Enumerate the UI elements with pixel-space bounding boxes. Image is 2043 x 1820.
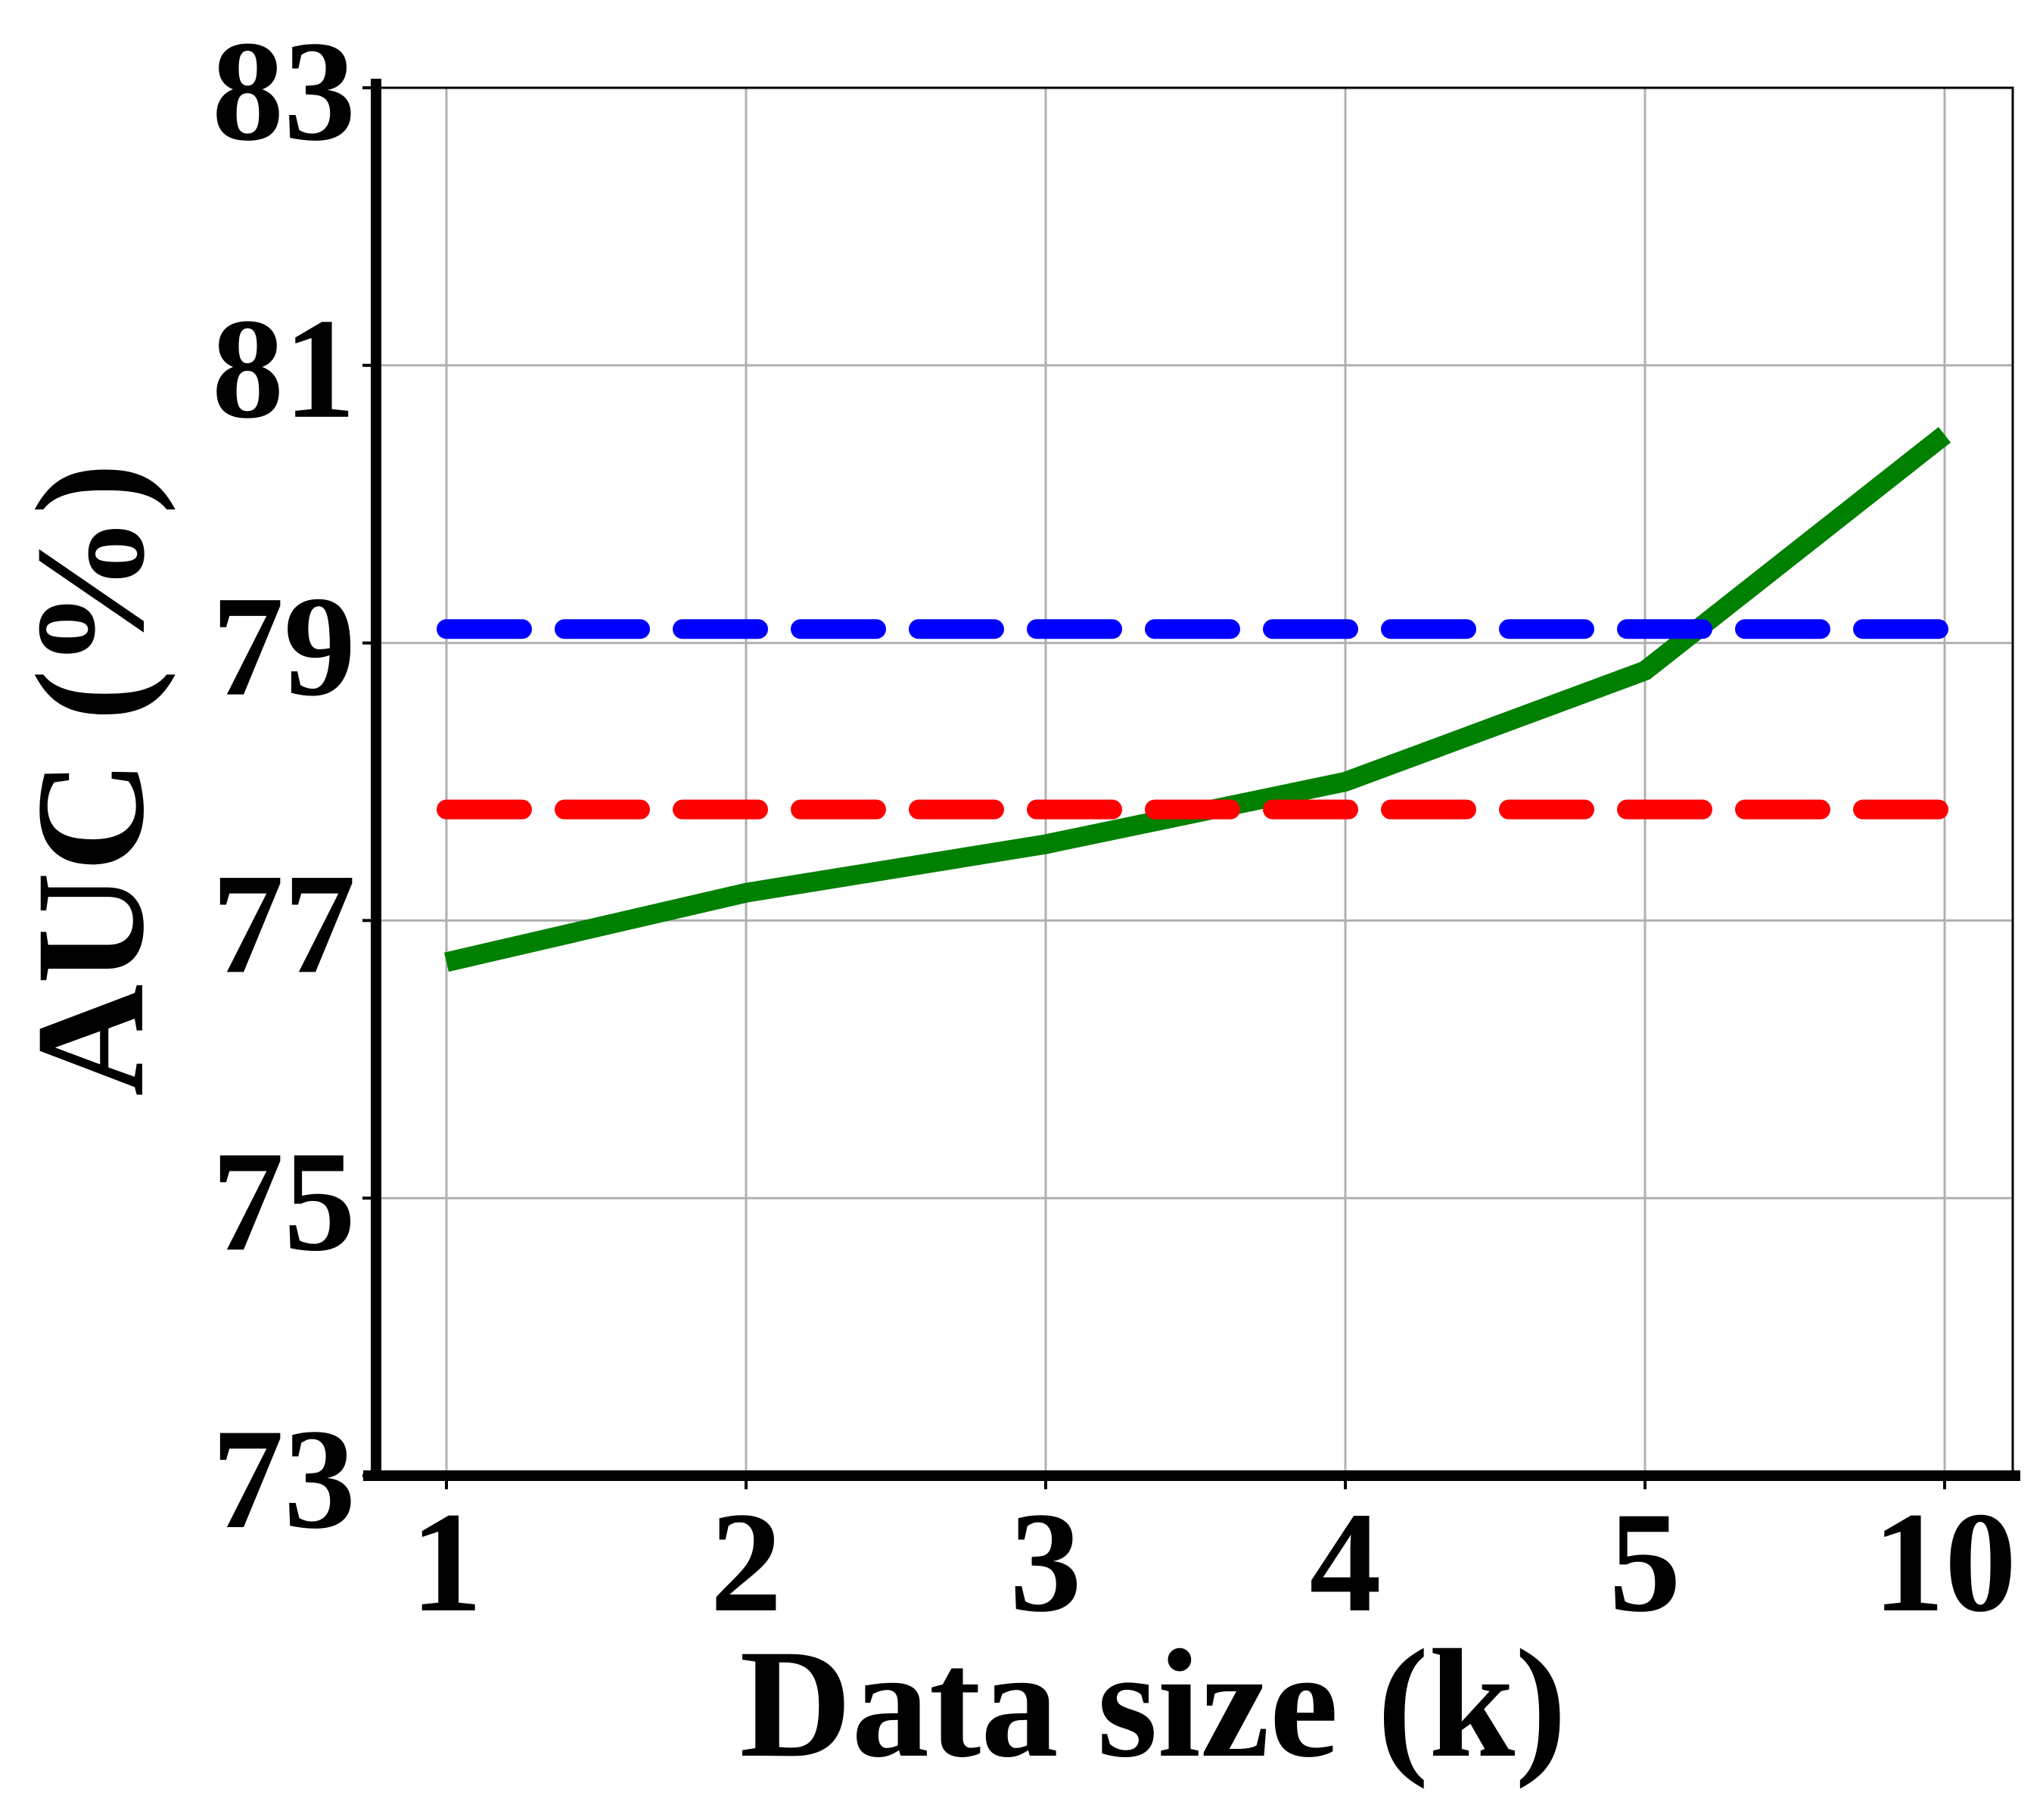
- x-tick-label: 10: [1873, 1483, 2017, 1642]
- x-tick-label: 3: [1010, 1483, 1082, 1642]
- x-tick-label: 4: [1310, 1483, 1382, 1642]
- plot-frame: [375, 86, 2014, 1477]
- y-tick-label: 75: [212, 1122, 356, 1281]
- solid-series-line: [444, 427, 1951, 972]
- x-tick-label: 2: [711, 1483, 782, 1642]
- tick-labels: 1 2 3 4 5 10 73 75 77 79 81 83: [212, 12, 2017, 1642]
- series-layer: [437, 427, 1954, 972]
- y-tick-label: 73: [212, 1400, 356, 1559]
- y-tick-label: 79: [212, 568, 356, 726]
- x-axis-label: Data size (k): [739, 1618, 1566, 1790]
- axes: [363, 79, 2020, 1481]
- y-tick-label: 81: [212, 290, 356, 449]
- y-tick-label: 77: [212, 845, 356, 1003]
- grid-lines: [376, 86, 2013, 1477]
- y-axis-label: AUC (%): [5, 463, 176, 1097]
- x-tick-label: 5: [1609, 1483, 1681, 1642]
- y-tick-label: 83: [212, 12, 356, 171]
- x-tick-label: 1: [411, 1483, 483, 1642]
